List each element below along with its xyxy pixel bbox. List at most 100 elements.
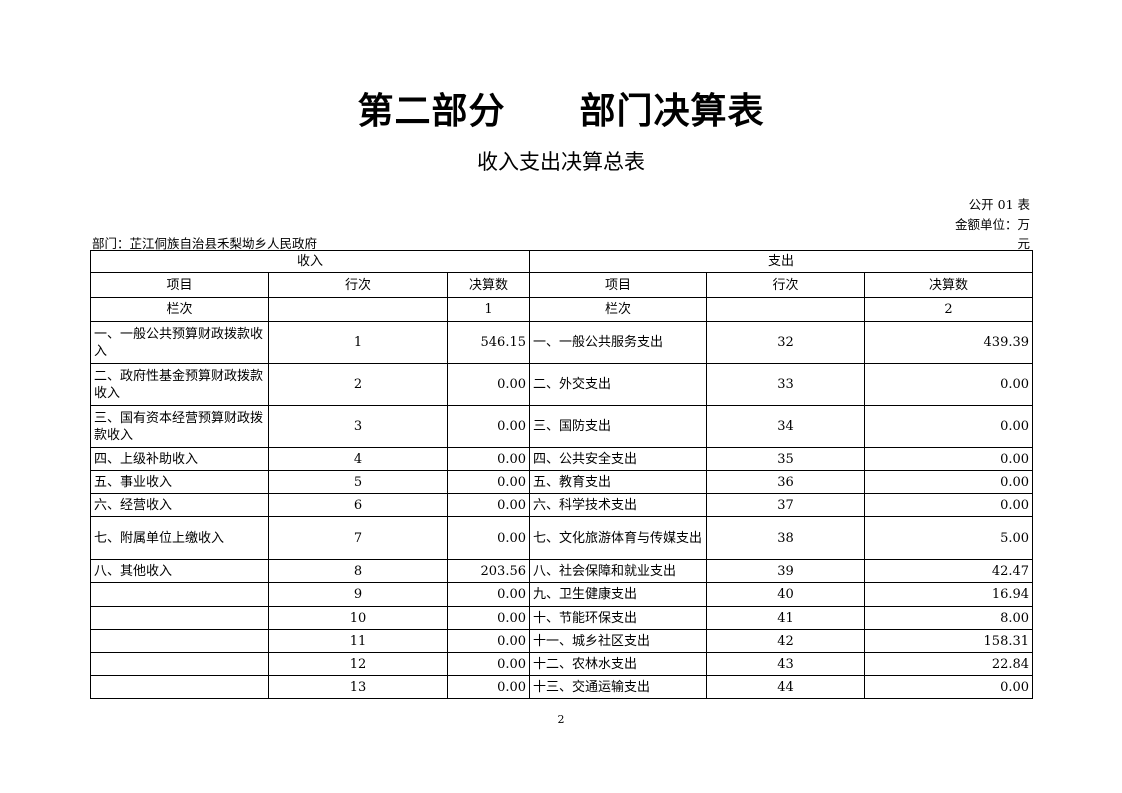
income-amount-cell: 0.00 [446,606,531,630]
income-amount-cell: 0.00 [446,629,531,653]
expense-line-cell: 34 [706,405,866,448]
income-item-cell [90,652,269,676]
expense-line-cell: 36 [706,470,866,494]
income-item-cell: 三、国有资本经营预算财政拨款收入 [90,405,269,448]
table-row: 12 0.00 十二、农林水支出 43 22.84 [90,652,1034,676]
expense-item-cell: 十三、交通运输支出 [529,675,708,699]
income-item-cell [90,606,269,630]
column-number-income-item: 栏次 [90,297,269,322]
table-title: 收入支出决算总表 [477,150,645,174]
income-amount-cell: 0.00 [446,582,531,607]
unit-label: 金额单位：万 [954,217,1030,232]
expense-line-cell: 43 [706,652,866,676]
income-item-cell: 一、一般公共预算财政拨款收入 [90,321,269,364]
expense-amount-cell: 42.47 [864,559,1034,583]
column-number-income-amount: 1 [446,297,531,322]
expense-group-header: 支出 [529,250,1034,273]
header-expense-amount: 决算数 [864,272,1034,298]
income-amount-cell: 0.00 [446,363,531,406]
income-amount-cell: 0.00 [446,405,531,448]
expense-item-cell: 十二、农林水支出 [529,652,708,676]
expense-item-cell: 八、社会保障和就业支出 [529,559,708,583]
table-row: 10 0.00 十、节能环保支出 41 8.00 [90,606,1034,630]
income-group-header: 收入 [89,250,531,273]
income-line-cell: 3 [268,405,448,448]
income-line-cell: 1 [268,321,448,364]
income-amount-cell: 0.00 [446,652,531,676]
income-item-cell: 七、附属单位上缴收入 [90,516,269,560]
expense-item-cell: 三、国防支出 [529,405,708,448]
expense-amount-cell: 22.84 [864,652,1034,676]
income-item-cell: 五、事业收入 [90,470,269,494]
expense-amount-cell: 0.00 [864,447,1034,471]
expense-line-cell: 41 [706,606,866,630]
expense-amount-cell: 8.00 [864,606,1034,630]
income-item-cell: 二、政府性基金预算财政拨款收入 [90,363,269,406]
expense-item-cell: 六、科学技术支出 [529,493,708,517]
column-number-expense-item: 栏次 [529,297,708,322]
table-row: 9 0.00 九、卫生健康支出 40 16.94 [90,582,1034,607]
header-expense-item: 项目 [529,272,708,298]
expense-line-cell: 37 [706,493,866,517]
expense-line-cell: 35 [706,447,866,471]
income-amount-cell: 0.00 [446,470,531,494]
income-item-cell [90,582,269,607]
table-row: 一、一般公共预算财政拨款收入 1 546.15 一、一般公共服务支出 32 439.39 [90,321,1034,364]
table-row: 四、上级补助收入 4 0.00 四、公共安全支出 35 0.00 [90,447,1034,471]
expense-line-cell: 40 [706,582,866,607]
header-expense-line: 行次 [706,272,866,298]
income-line-cell: 11 [268,629,448,653]
income-line-cell: 12 [268,652,448,676]
income-line-cell: 13 [268,675,448,699]
expense-line-cell: 44 [706,675,866,699]
page-title: 第二部分 部门决算表 [357,90,765,132]
income-amount-cell: 0.00 [446,447,531,471]
income-amount-cell: 0.00 [446,493,531,517]
income-item-cell [90,675,269,699]
income-item-cell: 四、上级补助收入 [90,447,269,471]
expense-item-cell: 二、外交支出 [529,363,708,406]
table-row: 三、国有资本经营预算财政拨款收入 3 0.00 三、国防支出 34 0.00 [90,405,1034,448]
income-line-cell: 5 [268,470,448,494]
form-number: 公开 01 表 [968,197,1030,212]
table-row: 五、事业收入 5 0.00 五、教育支出 36 0.00 [90,470,1034,494]
income-item-cell: 六、经营收入 [90,493,269,517]
header-income-amount: 决算数 [446,272,531,298]
income-item-cell: 八、其他收入 [90,559,269,583]
expense-item-cell: 九、卫生健康支出 [529,582,708,607]
income-line-cell: 9 [268,582,448,607]
expense-line-cell: 33 [706,363,866,406]
expense-item-cell: 五、教育支出 [529,470,708,494]
income-line-cell: 8 [268,559,448,583]
expense-amount-cell: 0.00 [864,405,1034,448]
income-line-cell: 6 [268,493,448,517]
page-number: 2 [557,713,565,726]
table-row: 二、政府性基金预算财政拨款收入 2 0.00 二、外交支出 33 0.00 [90,363,1034,406]
column-number-expense-line [706,297,866,322]
header-income-item: 项目 [90,272,269,298]
expense-amount-cell: 16.94 [864,582,1034,607]
expense-line-cell: 39 [706,559,866,583]
expense-amount-cell: 439.39 [864,321,1034,364]
expense-amount-cell: 158.31 [864,629,1034,653]
income-amount-cell: 0.00 [446,675,531,699]
expense-line-cell: 32 [706,321,866,364]
expense-line-cell: 42 [706,629,866,653]
expense-amount-cell: 0.00 [864,493,1034,517]
income-amount-cell: 203.56 [446,559,531,583]
income-amount-cell: 546.15 [446,321,531,364]
table-row: 13 0.00 十三、交通运输支出 44 0.00 [90,675,1034,699]
expense-item-cell: 十一、城乡社区支出 [529,629,708,653]
income-line-cell: 7 [268,516,448,560]
table-row: 八、其他收入 8 203.56 八、社会保障和就业支出 39 42.47 [90,559,1034,583]
expense-item-cell: 七、文化旅游体育与传媒支出 [529,516,708,560]
income-line-cell: 2 [268,363,448,406]
expense-amount-cell: 5.00 [864,516,1034,560]
expense-item-cell: 四、公共安全支出 [529,447,708,471]
income-line-cell: 10 [268,606,448,630]
income-expense-table: 收入 支出 项目 行次 决算数 项目 行次 决算数 栏次 1 栏次 2 一、一般公共预算财政拨款… [89,250,1034,699]
table-row: 六、经营收入 6 0.00 六、科学技术支出 37 0.00 [90,493,1034,517]
header-income-line: 行次 [268,272,448,298]
income-item-cell [90,629,269,653]
expense-amount-cell: 0.00 [864,363,1034,406]
